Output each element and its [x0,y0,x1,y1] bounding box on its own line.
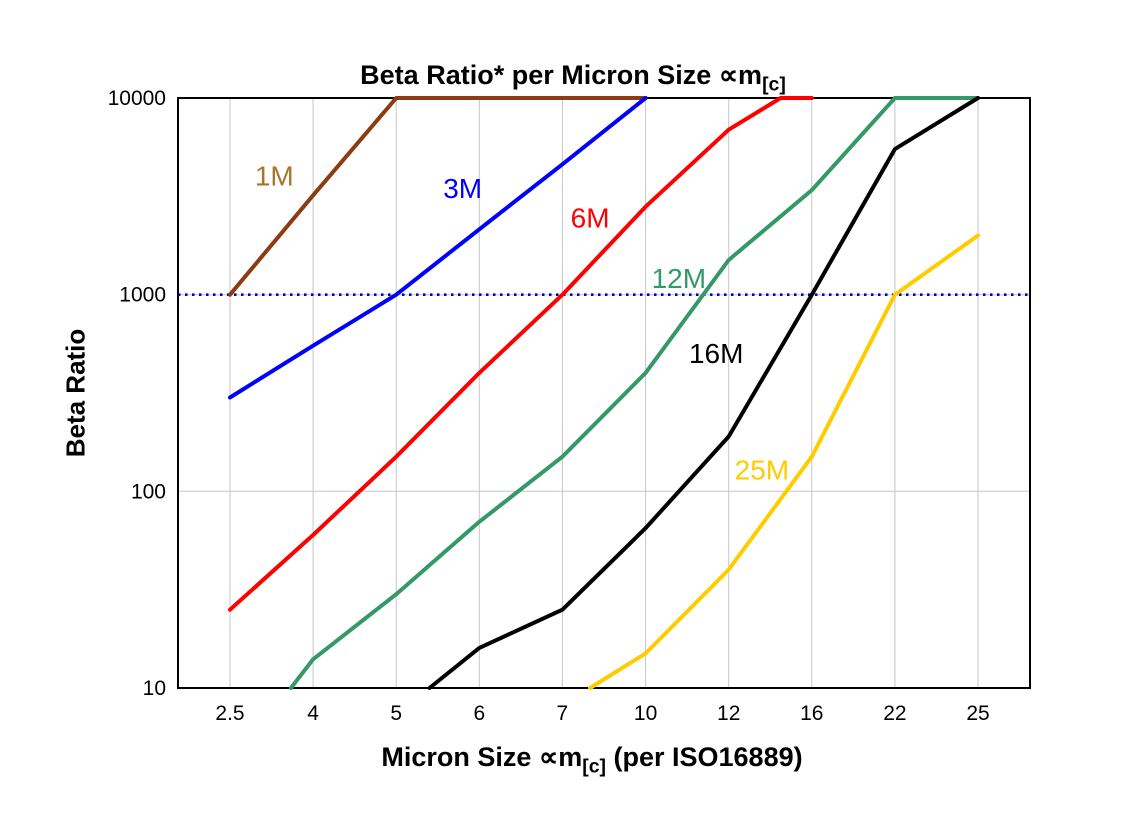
series-line-12m [288,96,980,690]
series-line-6m [228,96,814,612]
series-label-6m: 6M [571,202,610,233]
x-tick-label: 25 [966,702,989,725]
x-tick-label: 5 [390,702,402,725]
plot-border [177,97,1031,689]
x-tick-label: 12 [717,702,740,725]
x-tick-label: 10 [634,702,657,725]
series-label-16m: 16M [689,338,743,369]
x-tick-label: 6 [473,702,485,725]
chart-title: Beta Ratio* per Micron Size ∝m[c] [0,60,1146,96]
y-tick-label: 100 [131,480,166,503]
x-tick-label: 7 [557,702,569,725]
series-label-3m: 3M [443,173,482,204]
series-label-25m: 25M [735,454,789,485]
x-axis-title-subscript: [c] [582,755,606,778]
x-tick-label: 2.5 [215,702,244,725]
series-label-12m: 12M [652,263,706,294]
series-label-1m: 1M [255,160,294,191]
y-axis-title: Beta Ratio [60,328,91,458]
series-line-1m [228,96,648,297]
y-tick-label: 1000 [119,284,166,307]
y-tick-label: 10000 [108,87,166,110]
chart-title-text: Beta Ratio* per Micron Size ∝m [360,60,763,90]
x-axis-title: Micron Size ∝m[c] (per ISO16889) [381,742,802,778]
chart-title-subscript: [c] [762,73,786,96]
x-tick-label: 22 [883,702,906,725]
x-axis-title-text: Micron Size ∝m [381,742,583,772]
series-line-25m [588,233,980,690]
x-tick-label: 16 [800,702,823,725]
series-line-16m [427,96,980,690]
series-line-3m [228,96,648,400]
x-tick-label: 4 [307,702,319,725]
x-axis-title-suffix: (per ISO16889) [606,742,803,772]
y-tick-label: 10 [143,677,166,700]
